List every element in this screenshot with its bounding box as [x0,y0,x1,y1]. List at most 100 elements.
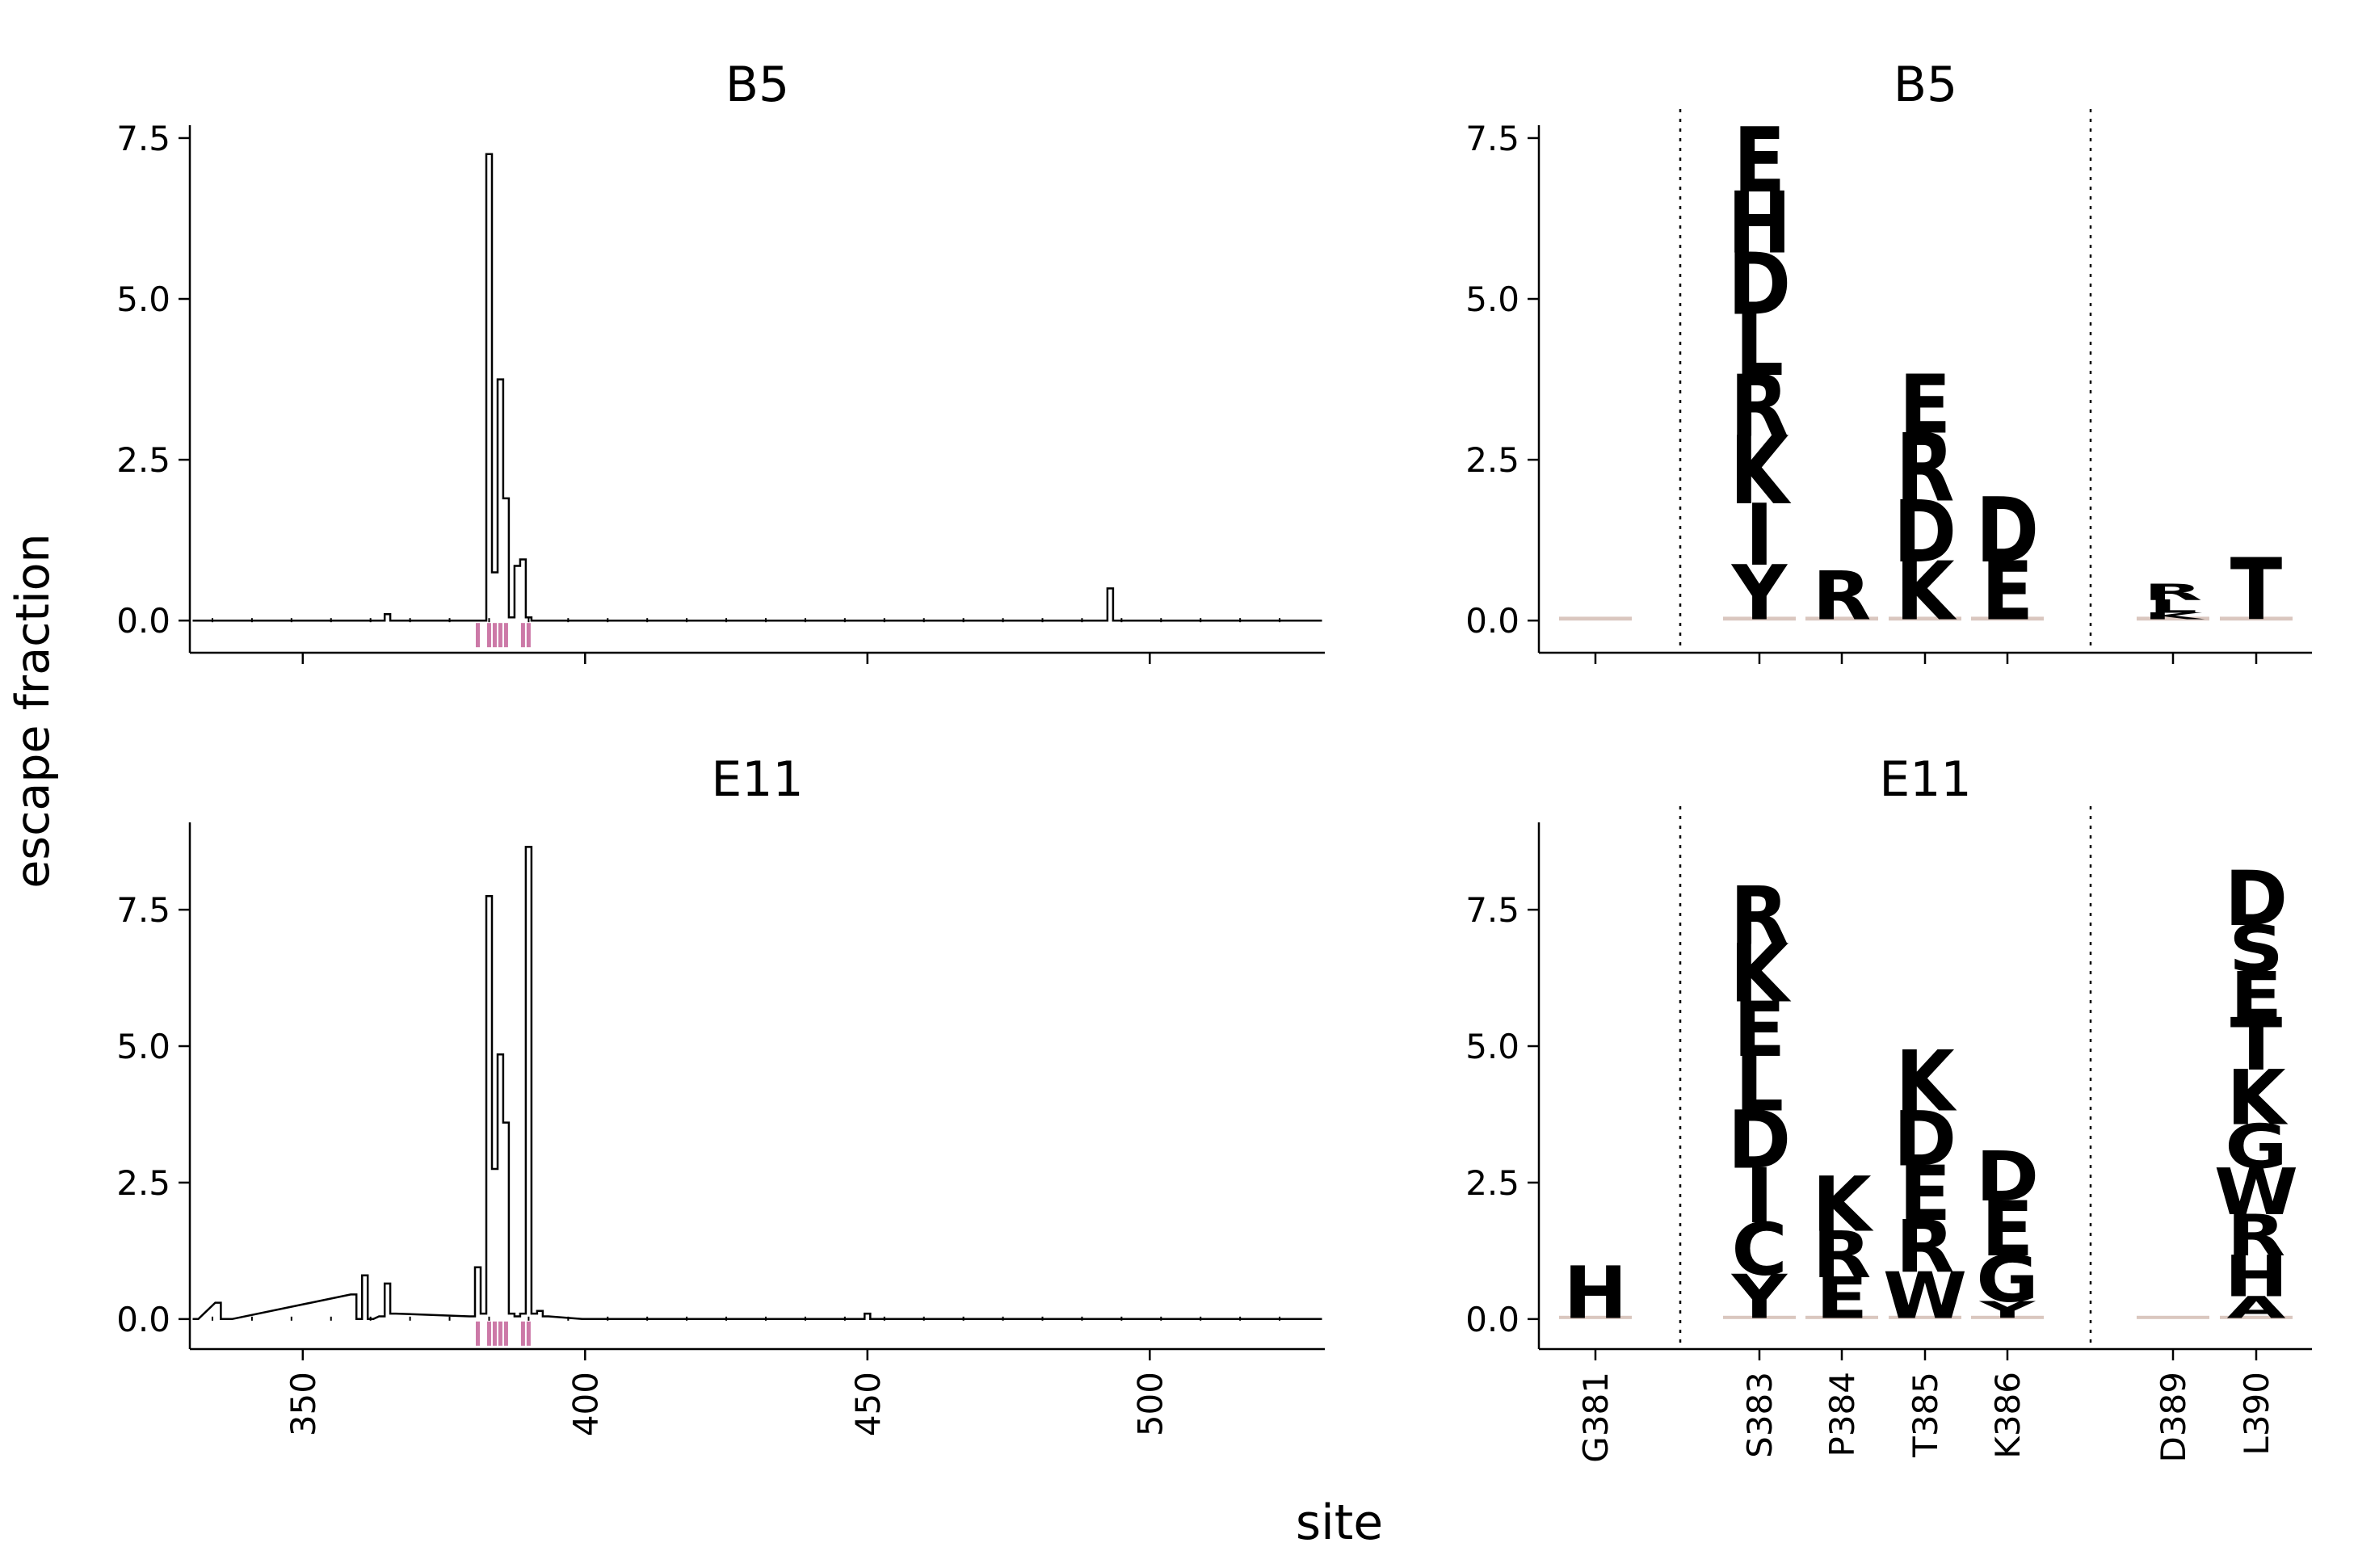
logo-letter-K: K [1812,1162,1873,1250]
y-tick-label: 5.0 [1465,280,1519,319]
logo-letter-E: E [1816,1265,1868,1331]
logo-letter-R: R [1730,870,1789,963]
logo-letter-K: K [2226,1055,2288,1143]
logo-letter-R: R [1813,1217,1872,1293]
logo-baseline [1971,616,2044,621]
x-tick-label: S383 [1740,1372,1780,1458]
highlight-site-box [503,623,508,648]
logo-letter-T: T [2230,540,2282,640]
y-tick-label: 0.0 [116,601,170,641]
y-tick-label: 7.5 [1465,890,1519,930]
logo-letter-R: R [2144,579,2203,605]
highlight-site-box [486,1321,491,1346]
y-tick-label: 2.5 [1465,440,1519,480]
x-tick-label: G381 [1576,1372,1616,1463]
logo-letter-E: E [1982,1186,2034,1274]
highlight-site-box [486,623,491,648]
escape-step-line [192,153,1322,622]
x-tick-label: D389 [2154,1372,2193,1463]
logo-letter-A: A [2226,1290,2286,1326]
y-tick-label: 7.5 [1465,119,1519,158]
y-tick-label: 2.5 [116,440,170,480]
logo-baseline [1889,1315,1961,1319]
x-tick-label: T385 [1906,1372,1945,1458]
logo-baseline [1559,1315,1632,1319]
y-tick-label: 0.0 [1465,1300,1519,1339]
logo-letter-Y: Y [1731,550,1788,638]
logo-letter-D: D [1976,480,2039,583]
logo-letter-R: R [1896,414,1955,523]
logo-baseline [2220,1315,2293,1319]
logo-letter-Y: Y [1731,1263,1788,1333]
panel-title: B5 [1894,57,1957,113]
logo-letter-I: I [1745,486,1773,585]
logo-baseline [2137,1315,2209,1319]
y-tick-label: 7.5 [116,890,170,930]
y-tick-label: 7.5 [116,119,170,158]
logo-baseline [1805,616,1878,621]
y-tick-label: 0.0 [116,1300,170,1339]
x-tick-label: K386 [1988,1372,2028,1459]
y-tick-label: 2.5 [116,1163,170,1203]
logo-letter-R: R [1730,357,1789,456]
logo-letter-K: K [2143,611,2205,621]
logo-letter-D: D [2225,855,2288,944]
logo-letter-K: K [1895,1034,1957,1131]
highlight-site-box [498,1321,502,1346]
x-tick-label: 400 [565,1372,605,1436]
highlight-site-box [475,623,480,648]
logo-letter-S: S [2229,912,2284,987]
logo-letter-D: D [1894,1096,1957,1184]
logo-letter-H: H [1563,1251,1627,1335]
x-tick-label: L390 [2237,1372,2276,1456]
logo-baseline [1889,616,1961,621]
logo-letter-W: W [2214,1154,2298,1230]
logo-letter-E: E [1734,110,1786,213]
logo-letter-R: R [2227,1203,2286,1269]
logo-letter-Y: Y [1978,1297,2036,1324]
y-tick-label: 0.0 [1465,601,1519,641]
x-tick-label: P384 [1822,1372,1862,1457]
logo-letter-G: G [1976,1242,2039,1317]
logo-letter-E: E [1899,1150,1952,1238]
logo-letter-T: T [2230,1003,2283,1087]
logo-letter-H: H [2224,1243,2288,1309]
logo-letter-L: L [2149,596,2197,617]
y-tick-label: 2.5 [1465,1163,1519,1203]
logo-letter-R: R [1896,1205,1955,1289]
logo-baseline [1971,1315,2044,1319]
logo-letter-D: D [1976,1138,2039,1217]
highlight-site-box [492,1321,497,1346]
figure-ylabel: escape fraction [6,533,60,888]
logo-letter-W: W [1883,1259,1967,1334]
logo-letter-K: K [1730,417,1792,526]
panel-3-logo: E11 0.0 2.5 5.0 7.5 G381 S383 P384 T385 K386 D389 L… [1465,751,2312,1463]
logo-baseline [1723,616,1796,621]
x-tick-label: 500 [1130,1372,1170,1436]
y-tick-label: 5.0 [116,280,170,319]
logo-letter-D: D [1728,235,1791,334]
highlight-site-box [520,1321,525,1346]
logo-letter-H: H [1727,174,1791,273]
panel-title: E11 [1879,751,1971,808]
logo-letter-E: E [2230,958,2283,1033]
logo-letter-G: G [2225,1112,2288,1183]
y-tick-label: 5.0 [116,1027,170,1066]
highlight-site-box [503,1321,508,1346]
y-tick-label: 5.0 [1465,1027,1519,1066]
logo-letter-D: D [1728,1094,1791,1187]
logo-letter-E: E [1899,358,1952,452]
logo-letter-I: I [1745,1154,1773,1242]
logo-letter-D: D [1894,482,1957,582]
logo-baseline [1723,1315,1796,1319]
logo-letter-K: K [1730,927,1791,1020]
panel-title: B5 [725,57,789,113]
logo-letter-L: L [1735,1041,1784,1129]
logo-letter-K: K [1895,544,1957,638]
logo-baseline [1805,1315,1878,1319]
highlight-site-box [526,623,531,648]
highlight-site-box [492,623,497,648]
logo-baseline [2137,616,2209,621]
